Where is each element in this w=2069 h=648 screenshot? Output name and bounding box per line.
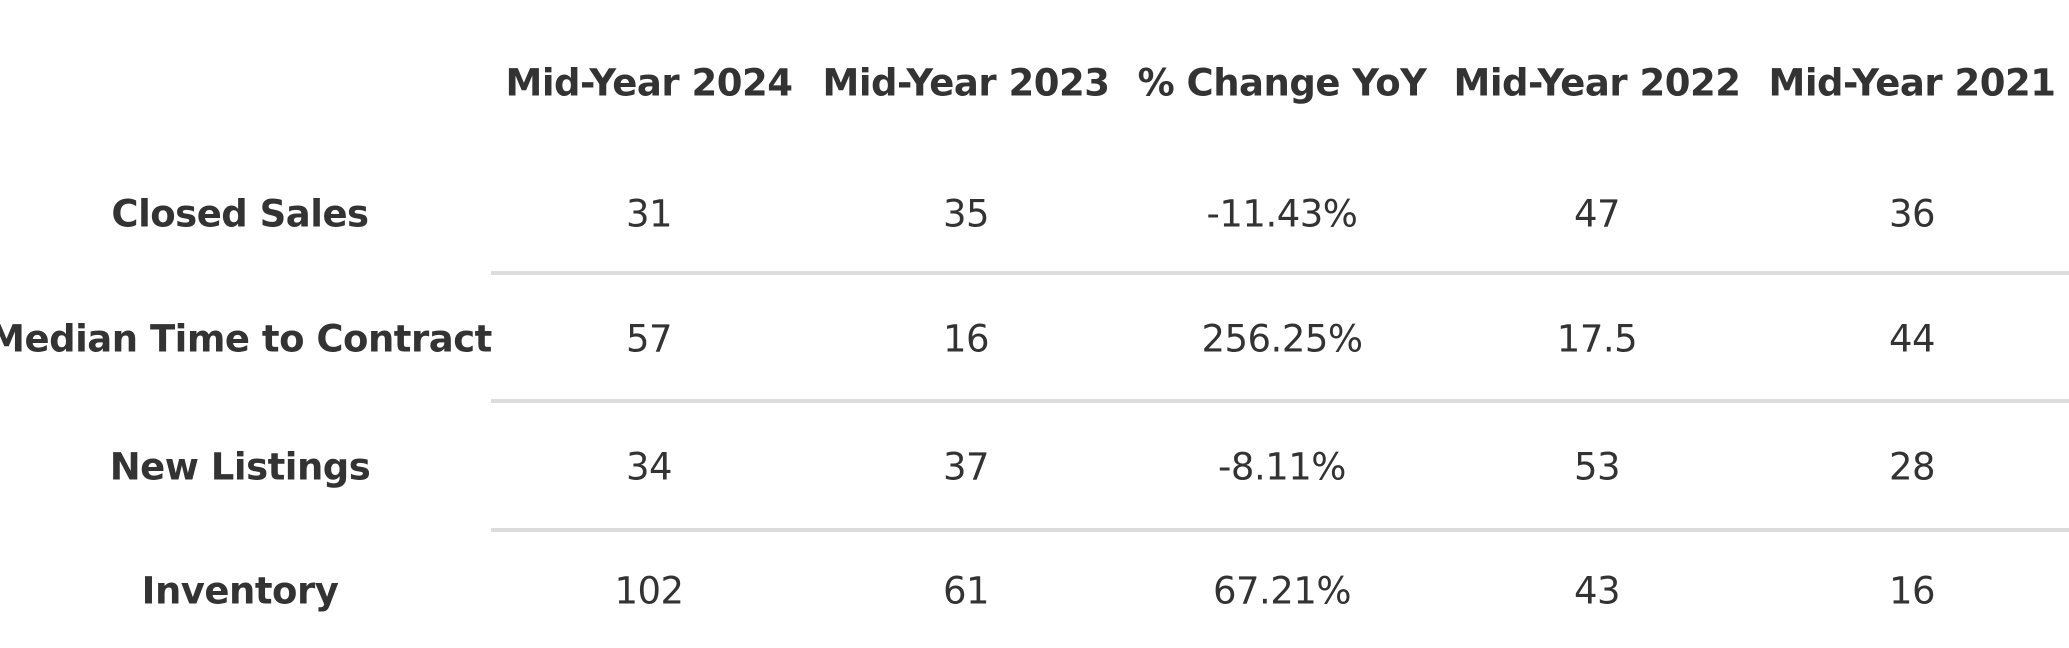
column-header: Mid-Year 2021 bbox=[1768, 61, 2056, 105]
row-separator bbox=[491, 399, 2069, 403]
table-cell: 37 bbox=[942, 445, 990, 489]
column-header: % Change YoY bbox=[1137, 61, 1427, 105]
table-cell: -8.11% bbox=[1218, 445, 1346, 489]
table-cell: 16 bbox=[942, 317, 990, 361]
row-separator bbox=[491, 528, 2069, 532]
row-label: New Listings bbox=[109, 445, 371, 489]
table-cell: 102 bbox=[614, 569, 684, 613]
row-separator bbox=[491, 271, 2069, 275]
table-cell: 31 bbox=[625, 192, 673, 236]
column-header: Mid-Year 2023 bbox=[822, 61, 1110, 105]
column-header: Mid-Year 2024 bbox=[505, 61, 793, 105]
table-cell: 43 bbox=[1573, 569, 1621, 613]
table-cell: 16 bbox=[1888, 569, 1936, 613]
table-cell: -11.43% bbox=[1206, 192, 1358, 236]
table-cell: 44 bbox=[1888, 317, 1936, 361]
table-cell: 53 bbox=[1573, 445, 1621, 489]
table-cell: 57 bbox=[625, 317, 673, 361]
table-cell: 256.25% bbox=[1201, 317, 1363, 361]
table-cell: 35 bbox=[942, 192, 990, 236]
row-label: Inventory bbox=[141, 569, 339, 613]
table-cell: 47 bbox=[1573, 192, 1621, 236]
row-label: Median Time to Contract bbox=[0, 317, 492, 361]
table-cell: 36 bbox=[1888, 192, 1936, 236]
row-label: Closed Sales bbox=[111, 192, 369, 236]
table-cell: 67.21% bbox=[1212, 569, 1352, 613]
column-header: Mid-Year 2022 bbox=[1453, 61, 1741, 105]
table-cell: 61 bbox=[942, 569, 990, 613]
table-cell: 34 bbox=[625, 445, 673, 489]
table-cell: 28 bbox=[1888, 445, 1936, 489]
table-cell: 17.5 bbox=[1556, 317, 1638, 361]
